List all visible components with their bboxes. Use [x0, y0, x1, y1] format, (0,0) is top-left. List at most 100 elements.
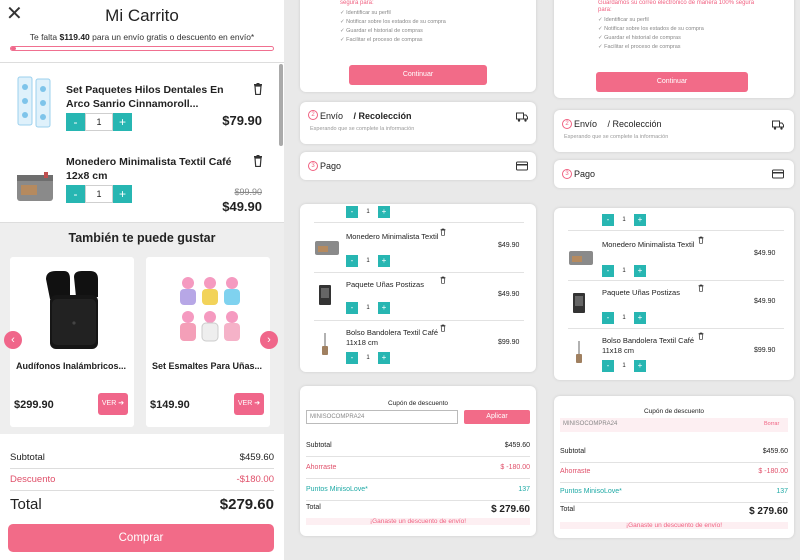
qty-plus-button[interactable]: +: [378, 352, 390, 364]
remove-coupon-button[interactable]: Borrar: [764, 421, 780, 427]
qty-plus-button[interactable]: +: [113, 113, 132, 131]
order-item-price: $49.90: [498, 291, 520, 298]
view-button-label: VER: [101, 400, 117, 407]
step-subtitle: Esperando que se complete la información: [564, 134, 669, 140]
order-item-name: Bolso Bandolera Textil Café 11x18 cm: [346, 328, 438, 347]
qty-minus-button[interactable]: -: [602, 265, 614, 277]
savings-row: Ahorraste $ -180.00: [560, 468, 788, 475]
qty-plus-button[interactable]: +: [113, 185, 132, 203]
shipping-step-card[interactable]: 2 Envío / Recolección Esperando que se c…: [554, 110, 794, 152]
benefits-list: ✓ Identificar su perfil ✓ Notificar sobr…: [340, 9, 446, 45]
close-icon[interactable]: ✕: [6, 3, 23, 25]
benefits-list: ✓ Identificar su perfil ✓ Notificar sobr…: [598, 16, 704, 52]
recommendation-card[interactable]: Set Esmaltes Para Uñas... $149.90 VER ➔: [146, 257, 270, 427]
continue-button[interactable]: Continuar: [596, 72, 748, 92]
order-item-name: Paquete Uñas Postizas: [346, 280, 424, 289]
divider: [568, 230, 784, 231]
cart-scrollbar[interactable]: [279, 64, 283, 146]
carousel-next-icon[interactable]: ›: [260, 331, 278, 349]
qty-value[interactable]: 1: [614, 360, 634, 372]
trash-icon[interactable]: [440, 276, 446, 284]
points-row: Puntos MinisoLove* 137: [306, 486, 530, 493]
bag-thumbnail: [322, 333, 328, 355]
trash-icon[interactable]: [698, 236, 704, 244]
divider: [314, 222, 524, 223]
qty-minus-button[interactable]: -: [66, 185, 85, 203]
qty-minus-button[interactable]: -: [346, 352, 358, 364]
qty-value[interactable]: 1: [614, 214, 634, 226]
step-number: 3: [562, 169, 572, 179]
checkout-column-right: Guardamos su correo electrónico de maner…: [548, 0, 800, 560]
checkout-column-middle: segura para: ✓ Identificar su perfil ✓ N…: [292, 0, 546, 560]
divider: [306, 478, 530, 479]
carousel-prev-icon[interactable]: ‹: [4, 331, 22, 349]
divider: [10, 468, 274, 469]
trash-icon[interactable]: [253, 155, 263, 167]
qty-plus-button[interactable]: +: [634, 312, 646, 324]
qty-value[interactable]: 1: [85, 185, 113, 203]
floss-pack-image: [17, 76, 51, 128]
view-button[interactable]: VER ➔: [234, 393, 264, 415]
qty-plus-button[interactable]: +: [634, 360, 646, 372]
order-item-name: Monedero Minimalista Textil: [346, 232, 439, 241]
qty-minus-button[interactable]: -: [346, 255, 358, 267]
qty-value[interactable]: 1: [614, 265, 634, 277]
step-subtitle: Esperando que se complete la información: [310, 126, 415, 132]
order-item-price: $99.90: [498, 339, 520, 346]
wallet-thumbnail: [315, 241, 339, 255]
order-item-price: $49.90: [498, 242, 520, 249]
payment-step-card[interactable]: 3 Pago: [554, 160, 794, 188]
apply-coupon-button[interactable]: Aplicar: [464, 410, 530, 424]
quantity-stepper: - 1 +: [66, 185, 132, 203]
view-button[interactable]: VER ➔: [98, 393, 128, 415]
points-row: Puntos MinisoLove* 137: [560, 488, 788, 495]
qty-plus-button[interactable]: +: [634, 265, 646, 277]
total-label: Total: [10, 496, 42, 513]
trash-icon[interactable]: [253, 83, 263, 95]
trash-icon[interactable]: [440, 228, 446, 236]
cart-item: Set Paquetes Hilos Dentales En Arco Sanr…: [0, 69, 280, 147]
qty-minus-button[interactable]: -: [602, 360, 614, 372]
qty-value[interactable]: 1: [85, 113, 113, 131]
qty-value[interactable]: 1: [358, 352, 378, 364]
qty-minus-button[interactable]: -: [602, 214, 614, 226]
divider: [10, 490, 274, 491]
shipping-step-card[interactable]: 2 Envío / Recolección Esperando que se c…: [300, 102, 536, 144]
divider: [314, 272, 524, 273]
qty-minus-button[interactable]: -: [346, 302, 358, 314]
quantity-stepper: - 1 +: [602, 360, 646, 372]
qty-plus-button[interactable]: +: [378, 255, 390, 267]
continue-button[interactable]: Continuar: [349, 65, 487, 85]
signup-heading: Guardamos su correo electrónico de maner…: [598, 0, 755, 13]
step-title: Pago: [574, 169, 596, 179]
divider: [306, 456, 530, 457]
order-item-name: Bolso Bandolera Textil Café 11x18 cm: [602, 336, 694, 355]
qty-value[interactable]: 1: [358, 206, 378, 218]
truck-icon: [772, 120, 784, 130]
qty-value[interactable]: 1: [358, 302, 378, 314]
divider: [560, 462, 788, 463]
trash-icon[interactable]: [698, 332, 704, 340]
recommendation-card[interactable]: Audífonos Inalámbricos... $299.90 VER ➔: [10, 257, 134, 427]
qty-value[interactable]: 1: [358, 255, 378, 267]
cart-item-old-price: $99.90: [234, 187, 262, 197]
cart-item-name: Set Paquetes Hilos Dentales En Arco Sanr…: [66, 84, 224, 110]
divider: [568, 280, 784, 281]
buy-button[interactable]: Comprar: [8, 524, 274, 552]
qty-plus-button[interactable]: +: [378, 302, 390, 314]
trash-icon[interactable]: [440, 324, 446, 332]
cart-title: Mi Carrito: [105, 6, 179, 25]
trash-icon[interactable]: [698, 284, 704, 292]
qty-minus-button[interactable]: -: [346, 206, 358, 218]
qty-plus-button[interactable]: +: [378, 206, 390, 218]
shipping-progress-fill: [11, 47, 17, 50]
qty-plus-button[interactable]: +: [634, 214, 646, 226]
coupon-input[interactable]: MINISOCOMPRA24: [560, 418, 788, 432]
coupon-input[interactable]: MINISOCOMPRA24: [306, 410, 458, 424]
order-summary-card: Cupón de descuento MINISOCOMPRA24 Aplica…: [300, 386, 536, 536]
payment-step-card[interactable]: 3 Pago: [300, 152, 536, 180]
qty-value[interactable]: 1: [614, 312, 634, 324]
qty-minus-button[interactable]: -: [66, 113, 85, 131]
qty-minus-button[interactable]: -: [602, 312, 614, 324]
